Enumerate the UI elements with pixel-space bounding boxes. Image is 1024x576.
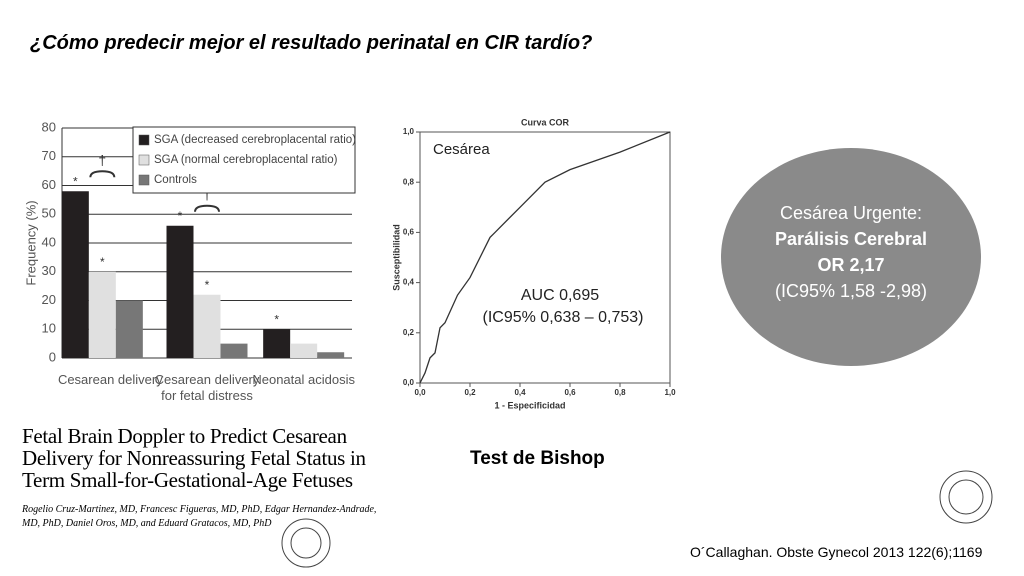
bar (166, 225, 194, 358)
bishop: Test de Bishop (470, 448, 605, 469)
y-tick-label: 80 (42, 119, 56, 134)
x-tick-label: 0,6 (564, 388, 576, 397)
annotation: * (73, 174, 78, 188)
x-tick-label: 1,0 (664, 388, 676, 397)
x-tick-label: 0,4 (514, 388, 526, 397)
logo (281, 518, 331, 568)
bar (115, 300, 143, 358)
x-axis-label: 1 - Especificidad (494, 400, 565, 410)
legend-label: SGA (decreased cerebroplacental ratio) (154, 134, 356, 146)
bar (88, 271, 116, 358)
annotation: * (274, 312, 279, 326)
y-tick-label: 0,4 (403, 278, 415, 287)
bar (220, 343, 248, 358)
y-tick-label: 10 (42, 321, 56, 336)
annotation: † (98, 152, 106, 168)
annotation: * (205, 278, 210, 292)
y-tick-label: 60 (42, 177, 56, 192)
legend-swatch (138, 134, 150, 146)
y-tick-label: 0,8 (403, 177, 415, 186)
legend-swatch (138, 174, 150, 186)
x-tick-label: Neonatal acidosis (252, 372, 355, 387)
y-axis-label: Frequency (%) (23, 200, 38, 285)
annotation: † (203, 186, 211, 202)
callout-line: OR 2,17 (817, 255, 885, 275)
roc-line (419, 131, 671, 384)
annotation: (IC95% 0,638 – 0,753) (483, 309, 644, 326)
y-tick-label: 40 (42, 234, 56, 249)
callout-bubble (721, 148, 981, 366)
bar (61, 191, 89, 358)
callout: Cesárea Urgente: Parálisis Cerebral OR 2… (722, 200, 980, 304)
x-tick-label: 0,0 (414, 388, 426, 397)
x-tick-label: Cesarean delivery (57, 372, 163, 387)
legend-label: SGA (normal cerebroplacental ratio) (154, 154, 338, 166)
chart-title: Curva COR (521, 117, 570, 127)
y-tick-label: 50 (42, 206, 56, 221)
citation: O´Callaghan. Obste Gynecol 2013 122(6);1… (690, 544, 983, 560)
callout-line: Cesárea Urgente: (779, 203, 923, 223)
y-tick-label: 1,0 (403, 127, 415, 136)
annotation: * (178, 209, 183, 223)
callout-line: Parálisis Cerebral (774, 229, 928, 249)
y-tick-label: 0,2 (403, 328, 415, 337)
bar (193, 294, 221, 358)
paper-authors: Rogelio Cruz-Martinez, MD, Francesc Figu… (22, 504, 377, 529)
bracket (194, 204, 220, 212)
x-tick-label: Cesarean delivery for fetal distress (154, 372, 260, 403)
paper-title: Fetal Brain Doppler to Predict Cesarean … (22, 424, 366, 492)
legend-box (132, 126, 356, 194)
legend-label: Cesárea (433, 141, 490, 158)
bracket (89, 170, 116, 178)
legend-swatch (138, 154, 150, 166)
bar (290, 343, 318, 358)
x-tick-label: 0,2 (464, 388, 476, 397)
plot-frame (419, 131, 671, 384)
y-tick-label: 30 (42, 263, 56, 278)
bar (317, 352, 345, 358)
annotation: AUC 0,695 (521, 287, 599, 304)
x-tick-label: 0,8 (614, 388, 626, 397)
legend-label: Controls (154, 174, 197, 186)
y-tick-label: 20 (42, 292, 56, 307)
annotation: * (100, 255, 105, 269)
slide-title: ¿Cómo predecir mejor el resultado perina… (30, 32, 593, 54)
y-tick-label: 70 (42, 148, 56, 163)
y-tick-label: 0,0 (403, 378, 415, 387)
y-axis-label: Susceptibilidad (391, 224, 401, 291)
callout-line: (IC95% 1,58 -2,98) (774, 281, 928, 301)
y-tick-label: 0,6 (403, 228, 415, 237)
y-tick-label: 0 (49, 349, 56, 364)
logo (939, 470, 993, 524)
bar (263, 329, 291, 358)
